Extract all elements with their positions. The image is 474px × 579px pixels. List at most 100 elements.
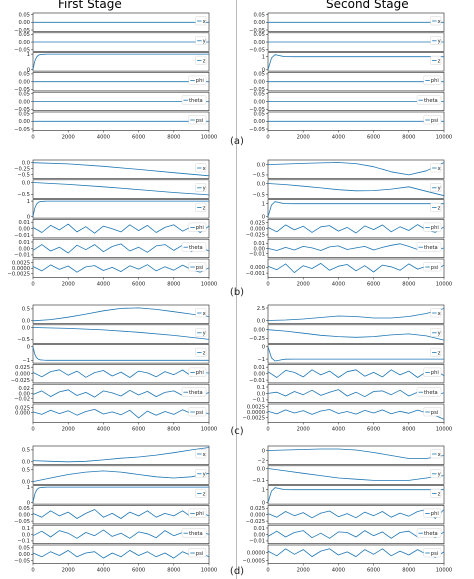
y-tick-label: 0.00 [18,119,30,125]
y-tick-label: −0.01 [249,251,265,257]
legend-box [416,95,442,105]
subplot-frame [32,344,210,364]
y-tick-label: 1 [262,54,265,60]
chart-c-first-stage: 0.50.0x0.0−0.5y0−1z0.0250.000−0.025phi0.… [11,304,218,433]
series-line-y [32,182,210,196]
legend-box [423,407,442,417]
y-tick-label: 0.01 [18,220,30,226]
series-line-y [32,327,210,340]
legend-box [188,222,207,232]
legend-label-x: x [438,311,441,317]
y-tick-label: 0.000 [250,265,265,271]
y-tick-label: −0.0025 [8,272,31,278]
y-tick-label: 0.0 [22,319,30,325]
subplot-frame [267,52,445,72]
y-tick-label: 0.025 [15,365,30,371]
legend-box [423,115,442,125]
y-tick-label: −0.5 [252,173,265,179]
y-tick-label: 0.000 [250,226,265,232]
chart-b-first-stage: 0.0−0.25−0.5x0.0−0.5y10z0.010.00−0.01phi… [8,159,217,288]
subplot-frame [267,304,445,324]
first-stage-title: First Stage [58,0,122,11]
panel-label-b: (b) [230,287,244,298]
y-tick-label: 0.0 [257,466,265,472]
y-tick-label: 0.05 [253,12,265,18]
y-tick-label: −0.05 [249,107,265,113]
y-tick-label: 0.00 [18,99,30,105]
series-line-x [32,447,210,463]
legend-box [188,75,207,85]
subplot-frame [32,258,210,278]
x-tick-label: 6000 [367,568,380,574]
legend-label-z: z [438,350,441,356]
y-tick-label: −0.1 [252,478,265,484]
x-tick-label: 8000 [167,427,180,433]
series-line-z [32,53,209,70]
x-tick-label: 0 [31,135,34,141]
y-tick-label: −0.05 [14,28,30,34]
y-tick-label: 0.0 [257,391,265,397]
x-tick-label: 10000 [201,135,218,141]
y-tick-label: 0.0 [22,325,30,331]
y-tick-label: −0.01 [249,539,265,545]
legend-label-phi: phi [431,225,439,231]
y-tick-label: 0 [27,345,30,351]
x-tick-label: 4000 [97,568,110,574]
legend-box [181,95,207,105]
y-tick-label: 0.00 [253,371,265,377]
y-tick-label: 0.0 [22,180,30,186]
y-tick-label: 0.025 [250,220,265,226]
y-tick-label: 0.0 [22,160,30,166]
x-tick-label: 6000 [132,135,145,141]
y-tick-label: −0.05 [14,519,30,525]
legend-label-z: z [438,205,441,211]
legend-label-z: z [203,205,206,211]
series-line-y [267,329,445,341]
x-tick-label: 8000 [402,135,415,141]
x-tick-label: 2000 [297,282,310,288]
legend-box [181,528,207,538]
y-tick-label: −0.01 [14,233,30,239]
legend-box [181,242,207,252]
legend-label-x: x [203,452,206,458]
legend-label-theta: theta [424,98,438,104]
series-line-phi [32,509,210,519]
series-line-theta [267,389,445,398]
series-line-theta [267,243,445,252]
y-tick-label: 0.00 [18,552,30,558]
legend-label-x: x [203,311,206,317]
x-tick-label: 6000 [132,282,145,288]
y-tick-label: 1 [262,201,265,207]
y-tick-label: 0.000 [250,512,265,518]
y-tick-label: −0.01 [14,253,30,259]
legend-box [181,387,207,397]
x-tick-label: 6000 [367,282,380,288]
x-tick-label: 4000 [97,135,110,141]
legend-label-phi: phi [196,78,204,84]
series-line-psi [32,550,210,559]
x-tick-label: 2000 [297,568,310,574]
x-tick-label: 10000 [201,427,218,433]
x-tick-label: 2000 [62,568,75,574]
y-tick-label: 1 [27,485,30,491]
y-tick-label: 0.00 [253,79,265,85]
y-tick-label: −0.05 [249,87,265,93]
subplot-frame [32,52,210,72]
legend-label-phi: phi [196,370,204,376]
x-tick-label: 2000 [62,135,75,141]
x-tick-label: 6000 [132,568,145,574]
y-tick-label: 0 [262,345,265,351]
x-tick-label: 0 [31,282,34,288]
y-tick-label: 0.00 [253,40,265,46]
chart-b-second-stage: 0.0−0.5x0.0−0.5y10z0.0250.000−0.025phi0.… [246,159,453,288]
legend-label-y: y [438,186,441,192]
y-tick-label: 0.000 [15,371,30,377]
x-tick-label: 8000 [402,568,415,574]
y-tick-label: −0.05 [249,28,265,34]
y-tick-label: 0.5 [22,448,30,454]
x-tick-label: 10000 [436,282,453,288]
series-line-phi [32,223,210,234]
subplot-frame [32,445,210,465]
legend-label-z: z [203,350,206,356]
legend-label-psi: psi [431,265,438,271]
